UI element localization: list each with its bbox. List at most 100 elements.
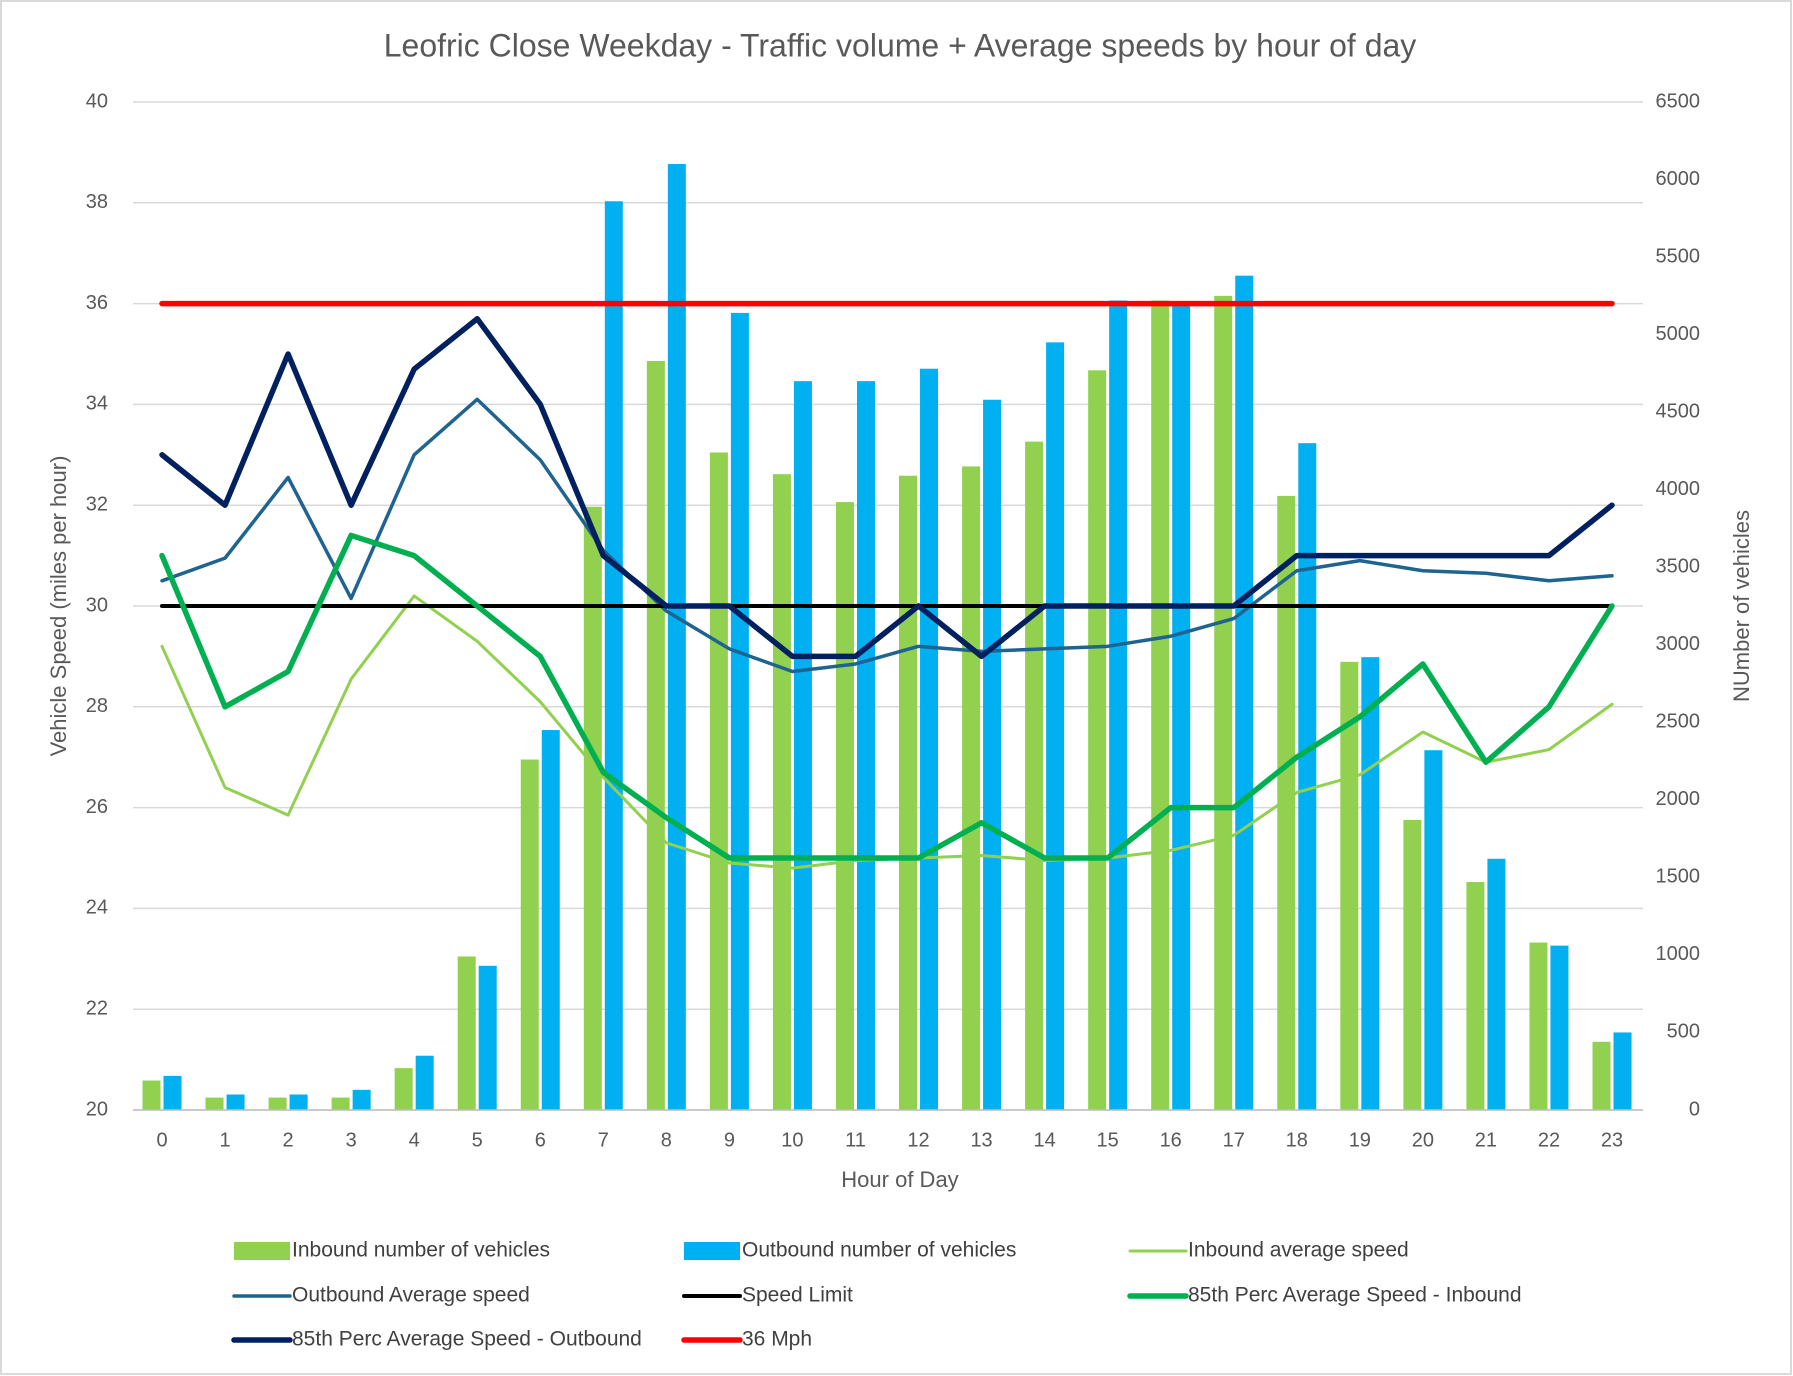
bar: [1466, 882, 1485, 1110]
bar: [352, 1089, 371, 1110]
y2-axis-title: NUmber of vehicles: [1729, 510, 1754, 702]
bar: [478, 965, 497, 1110]
bar: [1088, 370, 1107, 1110]
bar: [394, 1068, 413, 1110]
bar: [331, 1097, 350, 1110]
x-tick-label: 4: [409, 1129, 420, 1151]
y-tick-label: 34: [86, 393, 108, 415]
x-tick-label: 22: [1538, 1129, 1560, 1151]
y-tick-label: 22: [86, 997, 108, 1019]
bar: [1298, 443, 1317, 1111]
bar: [1592, 1041, 1611, 1110]
legend-label: 85th Perc Average Speed - Outbound: [292, 1328, 642, 1351]
bar: [1235, 275, 1254, 1110]
bar: [583, 506, 602, 1111]
y2-tick-label: 3000: [1656, 633, 1701, 655]
chart-title: Leofric Close Weekday - Traffic volume +…: [384, 27, 1417, 63]
x-tick-label: 6: [535, 1129, 546, 1151]
line: [160, 397, 1614, 674]
x-tick-label: 13: [970, 1129, 992, 1151]
x-tick-label: 15: [1097, 1129, 1119, 1151]
y2-tick-label: 6500: [1656, 90, 1701, 112]
y-tick-label: 30: [86, 594, 108, 616]
bar: [604, 201, 623, 1110]
bar: [1403, 820, 1422, 1110]
bar: [899, 475, 918, 1111]
legend-label: 85th Perc Average Speed - Inbound: [1188, 1284, 1522, 1307]
bar: [1214, 295, 1233, 1110]
legend-label: Inbound number of vehicles: [292, 1239, 550, 1262]
bar: [1172, 303, 1191, 1111]
y-tick-label: 28: [86, 695, 108, 717]
y2-tick-label: 2000: [1656, 788, 1701, 810]
y2-tick-label: 500: [1667, 1021, 1700, 1043]
x-tick-label: 7: [598, 1129, 609, 1151]
y2-tick-label: 1500: [1656, 866, 1701, 888]
bar: [856, 381, 875, 1111]
x-tick-label: 5: [472, 1129, 483, 1151]
y2-tick-label: 5500: [1656, 245, 1701, 267]
x-tick-label: 21: [1475, 1129, 1497, 1151]
bar: [205, 1097, 224, 1110]
y2-tick-label: 1000: [1656, 943, 1701, 965]
legend-label: Outbound Average speed: [292, 1284, 530, 1307]
y2-tick-label: 6000: [1656, 168, 1701, 190]
bar: [667, 164, 686, 1110]
bar: [142, 1080, 161, 1110]
line: [159, 315, 1615, 660]
bar: [1109, 300, 1128, 1110]
bar: [835, 502, 854, 1110]
y2-tick-label: 5000: [1656, 323, 1701, 345]
legend-swatch: [234, 1242, 290, 1260]
x-tick-label: 1: [219, 1129, 230, 1151]
x-tick-label: 17: [1223, 1129, 1245, 1151]
bar: [1025, 441, 1044, 1110]
y2-tick-label: 3500: [1656, 556, 1701, 578]
x-tick-label: 3: [346, 1129, 357, 1151]
x-tick-label: 0: [156, 1129, 167, 1151]
x-tick-label: 19: [1349, 1129, 1371, 1151]
y-tick-label: 36: [86, 292, 108, 314]
bar: [772, 474, 791, 1111]
x-tick-label: 14: [1033, 1129, 1055, 1151]
y-tick-label: 24: [86, 897, 108, 919]
y-tick-label: 20: [86, 1098, 108, 1120]
bar: [1151, 300, 1170, 1110]
bar: [1277, 495, 1296, 1110]
y2-tick-label: 0: [1689, 1098, 1700, 1120]
bar: [920, 368, 939, 1110]
x-tick-label: 2: [283, 1129, 294, 1151]
legend-label: Speed Limit: [742, 1284, 853, 1307]
legend-label: Outbound number of vehicles: [742, 1239, 1016, 1262]
bar: [646, 360, 665, 1110]
x-tick-label: 10: [781, 1129, 803, 1151]
bar: [962, 466, 981, 1110]
bar: [1046, 342, 1065, 1110]
x-axis-title: Hour of Day: [841, 1167, 958, 1192]
bar: [1424, 750, 1443, 1110]
bar: [1487, 858, 1506, 1110]
bar: [289, 1094, 308, 1110]
line: [159, 532, 1615, 861]
bar: [1550, 945, 1569, 1110]
bar: [415, 1055, 434, 1110]
x-tick-label: 8: [661, 1129, 672, 1151]
bar: [1340, 661, 1359, 1110]
bar: [457, 956, 476, 1110]
legend-swatch: [684, 1242, 740, 1260]
x-tick-label: 23: [1601, 1129, 1623, 1151]
x-tick-label: 20: [1412, 1129, 1434, 1151]
bar: [730, 312, 749, 1110]
y-tick-label: 38: [86, 191, 108, 213]
bar: [163, 1075, 182, 1110]
legend-label: Inbound average speed: [1188, 1239, 1409, 1262]
y2-tick-label: 4000: [1656, 478, 1701, 500]
bar: [226, 1094, 245, 1110]
x-tick-label: 18: [1286, 1129, 1308, 1151]
bar: [793, 381, 812, 1111]
bar: [520, 759, 539, 1110]
x-tick-label: 12: [907, 1129, 929, 1151]
bar: [1529, 942, 1548, 1110]
